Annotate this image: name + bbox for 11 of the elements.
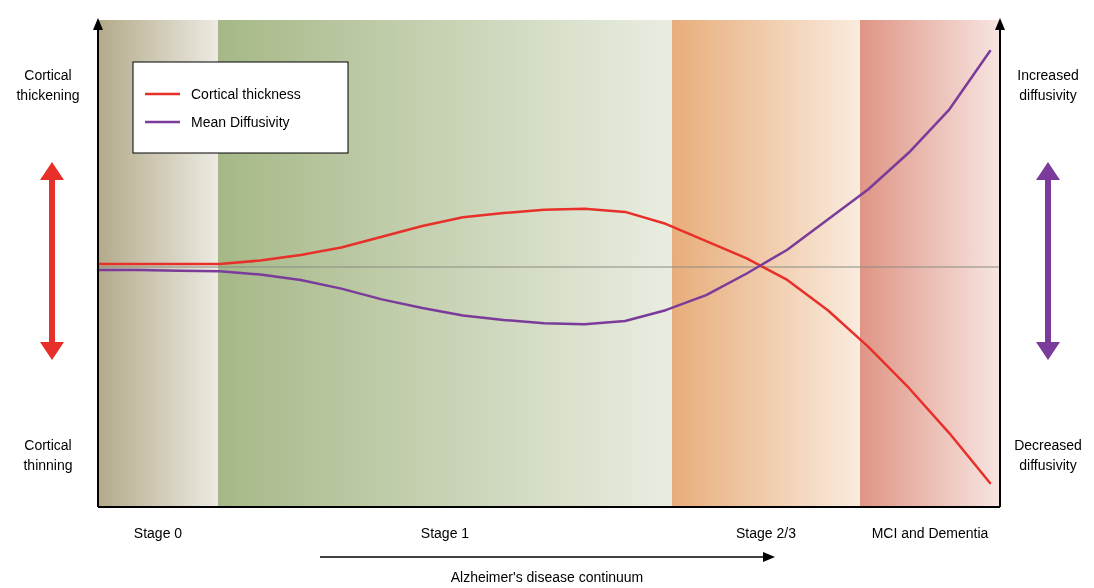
legend-label: Cortical thickness xyxy=(191,86,301,102)
text: Increased diffusivity xyxy=(1017,67,1079,103)
text: Cortical thickening xyxy=(16,67,80,103)
text: Stage 1 xyxy=(420,525,470,541)
text: Alzheimer's disease continuum xyxy=(450,569,644,585)
legend-label: Mean Diffusivity xyxy=(191,114,290,130)
text: Decreased diffusivity xyxy=(1014,437,1082,473)
text: Cortical thinning xyxy=(23,437,73,473)
text: Stage 0 xyxy=(133,525,183,541)
text: Stage 2/3 xyxy=(736,525,797,541)
text: MCI and Dementia xyxy=(871,525,989,541)
